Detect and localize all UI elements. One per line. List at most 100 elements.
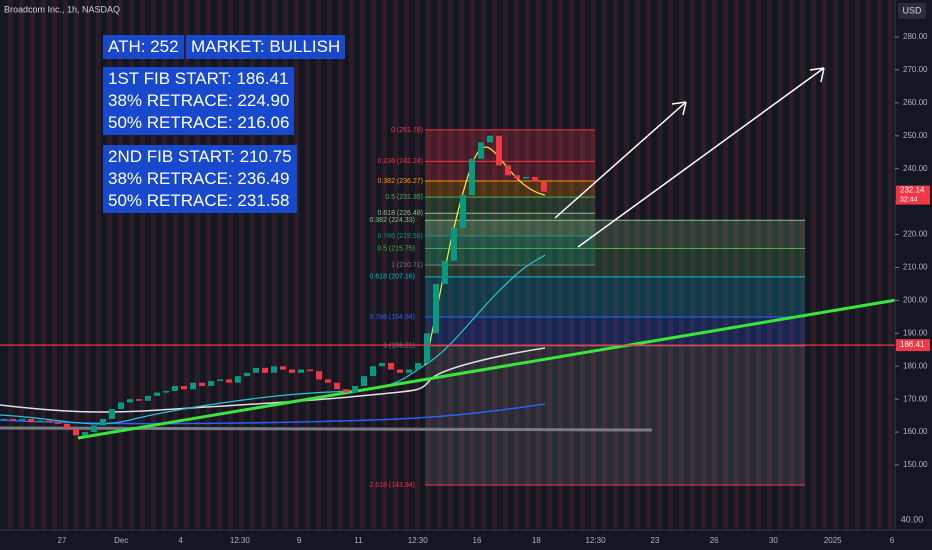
- level-line: [0, 426, 653, 432]
- candle: [307, 369, 313, 372]
- currency[interactable]: USD: [902, 5, 922, 15]
- candle: [127, 399, 133, 403]
- fib-band: [425, 220, 805, 249]
- x-tick-label: 11: [354, 536, 363, 545]
- note: 50% RETRACE: 231.58: [108, 191, 290, 210]
- x-tick-label: 12:30: [586, 536, 607, 545]
- session-stripe: [162, 0, 167, 530]
- session-stripe: [789, 0, 794, 530]
- y-tick-label: 200.00: [903, 296, 928, 305]
- fib-band: [425, 180, 595, 198]
- note: 2ND FIB START: 210.75: [108, 147, 292, 166]
- fib-label: 0.618 (226.48): [377, 210, 423, 217]
- candle: [1, 418, 7, 420]
- session-stripe: [85, 0, 90, 530]
- session-stripe: [338, 0, 343, 530]
- currency-button[interactable]: [898, 3, 926, 19]
- note: 38% RETRACE: 236.49: [108, 169, 290, 188]
- moving-average: [0, 347, 546, 413]
- candle: [316, 371, 322, 380]
- candle: [109, 409, 115, 419]
- session-stripe: [327, 0, 332, 530]
- x-tick-label: 30: [769, 536, 778, 545]
- fib-label: 0 (251.78): [391, 127, 423, 134]
- fib-label: 0.236 (242.24): [377, 158, 423, 165]
- session-stripe: [305, 0, 310, 530]
- candle: [343, 389, 349, 393]
- y-tick-label: 190.00: [903, 328, 928, 337]
- x-tick-label: 6: [890, 536, 895, 545]
- candles: [1, 135, 547, 436]
- candle: [397, 369, 403, 373]
- fib-label: 0.382 (224.33): [369, 217, 415, 224]
- session-stripe: [151, 0, 156, 530]
- candle: [415, 362, 421, 370]
- note-box: 2ND FIB START: 210.75 38% RETRACE: 236.4…: [103, 145, 297, 213]
- session-stripe: [74, 0, 79, 530]
- y-tick-label: 160.00: [903, 427, 928, 436]
- session-stripe: [855, 0, 860, 530]
- session-stripe: [602, 0, 607, 530]
- candle: [460, 195, 466, 228]
- candle: [46, 420, 52, 423]
- candle: [532, 176, 538, 182]
- candle: [235, 376, 241, 383]
- note-box: MARKET: BULLISH: [186, 35, 346, 59]
- candle: [208, 381, 214, 386]
- x-tick-label: 16: [473, 536, 482, 545]
- fib-band: [425, 197, 595, 214]
- y-tick-label: 280.00: [903, 32, 928, 41]
- candle: [325, 379, 331, 383]
- candle: [478, 142, 484, 159]
- candle: [154, 392, 160, 396]
- x-tick-label: 27: [58, 536, 67, 545]
- session-stripe: [382, 0, 387, 530]
- x-tick-label: 26: [710, 536, 719, 545]
- candle: [199, 382, 205, 386]
- session-stripe: [866, 0, 871, 530]
- session-stripe: [635, 0, 640, 530]
- y-tick-label: 170.00: [903, 394, 928, 403]
- session-stripe: [701, 0, 706, 530]
- session-stripe: [844, 0, 849, 530]
- fib-label: 0.5 (215.75): [377, 245, 415, 252]
- y-tick-label: 270.00: [903, 65, 928, 74]
- session-stripe: [217, 0, 222, 530]
- fib-label: 2.618 (143.94): [369, 482, 415, 489]
- session-stripe: [63, 0, 68, 530]
- session-stripe: [195, 0, 200, 530]
- arrow: [577, 67, 825, 248]
- candle: [217, 379, 223, 382]
- last-price-tag: [896, 185, 930, 205]
- candle: [100, 418, 106, 426]
- candle: [163, 390, 169, 393]
- candle: [370, 366, 376, 377]
- note: ATH: 252: [108, 37, 179, 56]
- session-stripe: [800, 0, 805, 530]
- session-stripe: [745, 0, 750, 530]
- candle: [424, 333, 430, 363]
- candle: [181, 385, 187, 390]
- session-stripe: [239, 0, 244, 530]
- candle: [280, 366, 286, 370]
- candle: [244, 372, 250, 377]
- candle: [262, 367, 268, 373]
- session-stripe: [624, 0, 629, 530]
- candle: [73, 428, 79, 436]
- session-stripe: [657, 0, 662, 530]
- fib-label: 0.786 (219.55): [377, 233, 423, 240]
- x-tick-label: 12:30: [408, 536, 429, 545]
- lower-scale-label: 40.00: [901, 514, 924, 524]
- x-tick-label: 2025: [824, 536, 842, 545]
- x-tick-label: 23: [650, 536, 659, 545]
- fib-band: [425, 317, 805, 346]
- fib-label: 0.786 (194.94): [369, 314, 415, 321]
- session-stripe: [668, 0, 673, 530]
- session-stripe: [250, 0, 255, 530]
- session-stripe: [888, 0, 893, 530]
- session-stripe: [371, 0, 376, 530]
- candle: [541, 181, 547, 192]
- session-stripe: [228, 0, 233, 530]
